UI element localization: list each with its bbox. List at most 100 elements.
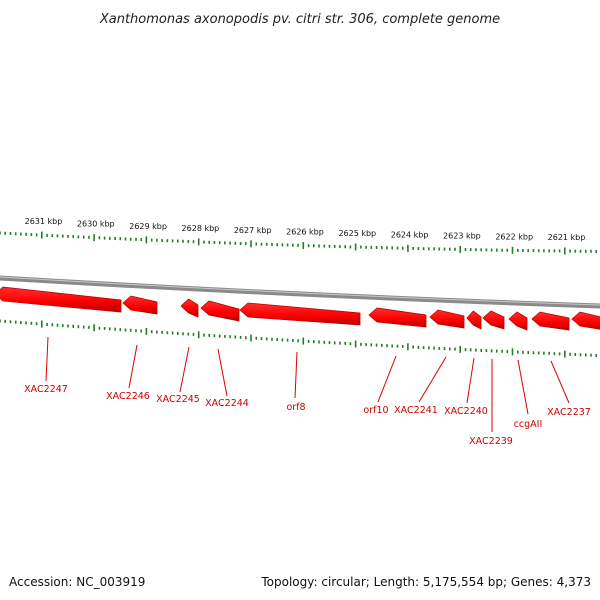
scale-tick <box>62 324 64 328</box>
gene-label[interactable]: ccgAII <box>514 419 543 430</box>
scale-tick <box>333 244 336 248</box>
scale-label: 2621 kbp <box>548 233 586 242</box>
scale-tick <box>98 236 101 240</box>
scale-tick <box>428 346 430 350</box>
scale-tick <box>203 240 205 244</box>
scale-tick <box>417 247 420 250</box>
scale-tick <box>543 351 545 355</box>
scale-tick <box>323 244 326 248</box>
gene-callout-xac2246[interactable]: XAC2246 <box>106 344 150 402</box>
scale-tick <box>245 242 247 246</box>
gene-callout-xac2239[interactable]: XAC2239 <box>469 359 513 447</box>
gene-label[interactable]: XAC2237 <box>547 407 591 418</box>
scale-tick <box>192 332 195 336</box>
scale-tick <box>229 241 231 245</box>
scale-label: 2630 kbp <box>77 220 115 229</box>
gene-label[interactable]: XAC2240 <box>444 406 488 417</box>
scale-tick <box>412 246 414 250</box>
scale-tick <box>213 334 216 338</box>
scale-tick <box>177 331 179 335</box>
scale-tick <box>276 338 278 342</box>
gene-label[interactable]: XAC2247 <box>24 384 68 395</box>
scale-tick <box>449 347 451 351</box>
gene-arrow[interactable] <box>429 309 465 329</box>
scale-tick <box>297 243 299 247</box>
gene-callout-ccgaii[interactable]: ccgAII <box>514 359 543 430</box>
gene-callout-xac2245[interactable]: XAC2245 <box>156 346 200 405</box>
scale-tick <box>574 353 577 356</box>
scale-tick <box>480 248 482 252</box>
gene-callout-xac2241[interactable]: XAC2241 <box>394 356 447 416</box>
scale-tick <box>145 327 148 335</box>
scale-tick <box>260 337 263 341</box>
scale-tick <box>281 243 284 247</box>
gene-arrow[interactable] <box>368 307 427 328</box>
scale-tick <box>318 244 320 248</box>
scale-tick <box>438 346 441 350</box>
scale-tick <box>265 242 268 246</box>
scale-tick <box>496 349 498 353</box>
genome-backbone <box>0 275 600 309</box>
scale-tick <box>0 319 1 323</box>
upper-scale-ticks <box>0 231 597 255</box>
scale-tick <box>286 338 289 342</box>
scale-tick <box>93 234 95 242</box>
gene-callout-xac2247[interactable]: XAC2247 <box>24 336 68 395</box>
scale-tick <box>501 349 503 353</box>
scale-tick <box>98 326 101 330</box>
gene-arrow[interactable] <box>0 286 122 313</box>
gene-arrow[interactable] <box>200 300 240 322</box>
scale-tick <box>564 247 566 255</box>
map-title: Xanthomonas axonopodis pv. citri str. 30… <box>99 12 500 27</box>
gene-label[interactable]: XAC2241 <box>394 405 438 416</box>
gene-callout-xac2237[interactable]: XAC2237 <box>547 360 591 418</box>
gene-label[interactable]: XAC2246 <box>106 391 150 402</box>
gene-label[interactable]: orf8 <box>286 402 305 413</box>
gene-arrow[interactable] <box>508 311 528 331</box>
scale-tick <box>522 249 524 252</box>
gene-arrow[interactable] <box>122 295 158 315</box>
scale-tick <box>135 329 137 333</box>
scale-tick <box>506 248 509 252</box>
gene-label[interactable]: orf10 <box>363 405 388 416</box>
gene-arrow[interactable] <box>531 311 570 331</box>
gene-arrow[interactable] <box>571 311 600 330</box>
scale-tick <box>135 237 137 241</box>
gene-callout-orf8[interactable]: orf8 <box>286 351 306 413</box>
scale-tick <box>375 343 378 347</box>
scale-labels: 2631 kbp 2630 kbp 2629 kbp 2628 kbp 2627 kbp… <box>25 217 586 242</box>
scale-tick <box>407 343 409 351</box>
scale-tick <box>344 341 346 345</box>
gene-label[interactable]: XAC2244 <box>205 398 249 409</box>
scale-tick <box>569 249 571 253</box>
scale-tick <box>234 241 237 245</box>
scale-tick <box>517 248 519 252</box>
scale-tick <box>182 332 184 336</box>
gene-callout-xac2244[interactable]: XAC2244 <box>205 348 249 409</box>
scale-tick <box>391 344 393 348</box>
scale-label: 2631 kbp <box>25 217 63 226</box>
scale-tick <box>370 343 373 347</box>
scale-tick <box>585 353 587 357</box>
scale-tick <box>527 351 529 354</box>
scale-tick <box>469 348 472 352</box>
gene-arrow[interactable] <box>482 310 505 330</box>
gene-label[interactable]: XAC2245 <box>156 394 200 405</box>
gene-callout-orf10[interactable]: orf10 <box>363 355 397 416</box>
scale-tick <box>72 324 74 328</box>
gene-arrow[interactable] <box>466 310 482 330</box>
gene-callout-xac2240[interactable]: XAC2240 <box>444 357 488 417</box>
scale-label: 2627 kbp <box>234 226 272 235</box>
scale-tick <box>569 352 571 356</box>
scale-tick <box>595 353 597 357</box>
gene-label[interactable]: XAC2239 <box>469 436 513 447</box>
scale-tick <box>250 334 252 342</box>
scale-tick <box>88 235 90 239</box>
scale-tick <box>548 351 550 355</box>
scale-tick <box>365 245 367 249</box>
scale-label: 2625 kbp <box>338 229 376 238</box>
gene-arrow[interactable] <box>239 302 361 326</box>
gene-labels: XAC2247 XAC2246 XAC2245 XAC2244 orf8 orf… <box>24 336 591 447</box>
scale-tick <box>558 249 561 253</box>
gene-arrow[interactable] <box>180 298 199 318</box>
